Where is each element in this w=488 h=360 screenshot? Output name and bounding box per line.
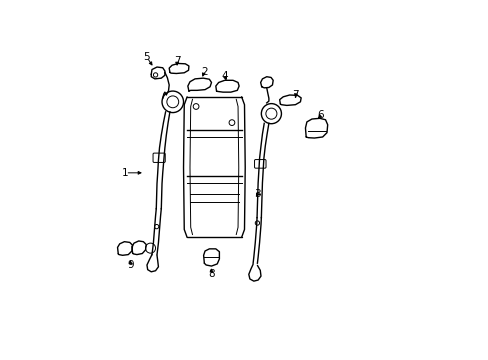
Text: 7: 7 — [173, 56, 180, 66]
Text: 6: 6 — [317, 111, 323, 121]
Text: 2: 2 — [201, 67, 207, 77]
Text: 8: 8 — [208, 269, 214, 279]
Text: 9: 9 — [127, 260, 134, 270]
Text: 3: 3 — [253, 189, 260, 199]
Text: 7: 7 — [292, 90, 299, 100]
Text: 1: 1 — [122, 168, 128, 178]
Text: 4: 4 — [221, 71, 227, 81]
Text: 5: 5 — [143, 52, 150, 62]
